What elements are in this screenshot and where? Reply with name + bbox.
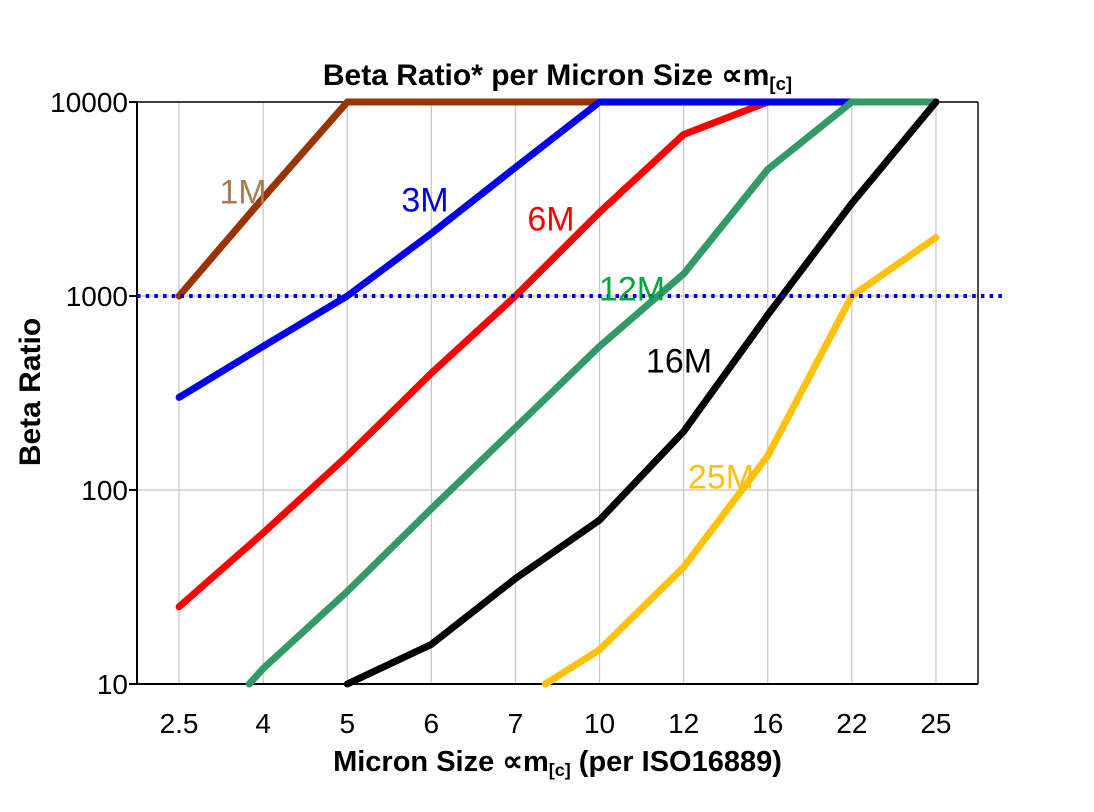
x-tick-label: 10 bbox=[584, 708, 615, 739]
series-line-12M bbox=[245, 98, 940, 688]
series-line-16M bbox=[343, 98, 940, 688]
x-axis-title-subscript: [c] bbox=[548, 760, 571, 781]
y-axis-title: Beta Ratio bbox=[14, 317, 47, 467]
series-line-25M bbox=[541, 234, 940, 688]
x-tick-label: 7 bbox=[508, 708, 524, 739]
series-label-1M: 1M bbox=[219, 173, 267, 212]
y-tick-label: 10000 bbox=[50, 87, 128, 118]
x-tick-label: 16 bbox=[752, 708, 783, 739]
x-tick-label: 25 bbox=[920, 708, 951, 739]
x-tick-label: 2.5 bbox=[160, 708, 199, 739]
x-tick-label: 5 bbox=[339, 708, 355, 739]
y-tick-label: 1000 bbox=[66, 281, 128, 312]
x-tick-label: 6 bbox=[424, 708, 440, 739]
x-tick-label: 4 bbox=[255, 708, 271, 739]
series-line-3M bbox=[175, 98, 940, 401]
series-label-16M: 16M bbox=[645, 342, 713, 381]
x-axis-title: Micron Size ∝m[c] (per ISO16889) bbox=[137, 744, 978, 781]
chart-title-subscript: [c] bbox=[769, 73, 793, 95]
series-label-25M: 25M bbox=[687, 458, 755, 497]
x-axis-title-tail: (per ISO16889) bbox=[570, 746, 782, 778]
x-tick-label: 12 bbox=[668, 708, 699, 739]
series-label-3M: 3M bbox=[401, 181, 449, 220]
x-axis-title-text: Micron Size ∝m bbox=[333, 746, 549, 778]
x-tick-label: 22 bbox=[836, 708, 867, 739]
series-label-12M: 12M bbox=[598, 270, 666, 309]
series-label-6M: 6M bbox=[527, 200, 575, 239]
chart-title-text: Beta Ratio* per Micron Size ∝m bbox=[322, 59, 770, 92]
chart-title: Beta Ratio* per Micron Size ∝m[c] bbox=[137, 58, 978, 95]
y-tick-label: 100 bbox=[81, 475, 128, 506]
y-tick-label: 10 bbox=[97, 669, 128, 700]
